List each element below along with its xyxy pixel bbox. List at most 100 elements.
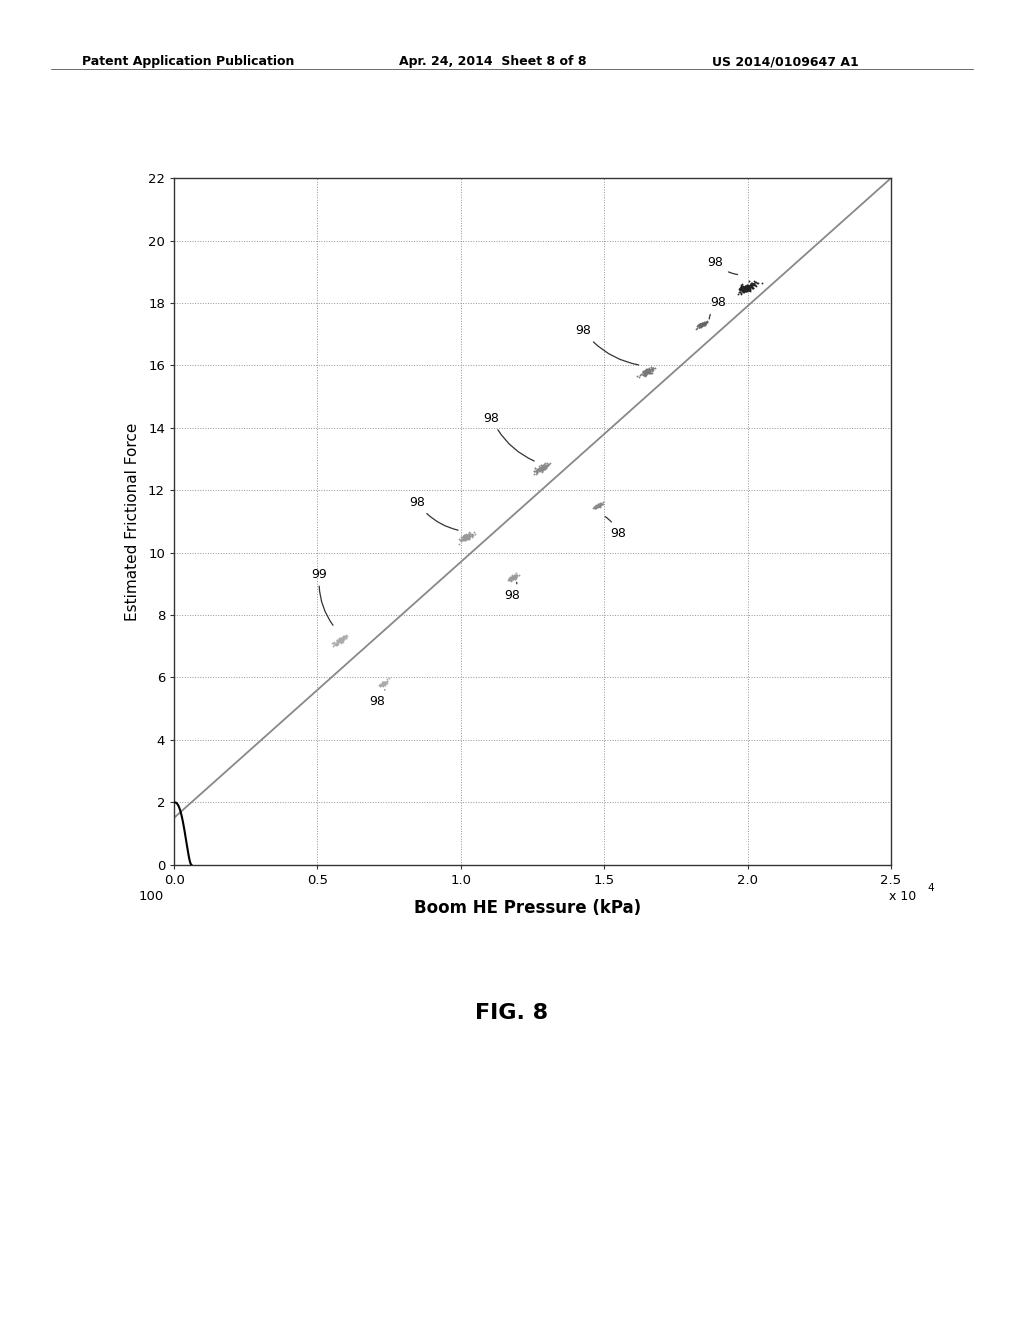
Point xyxy=(749,273,765,294)
Point xyxy=(743,273,760,294)
Text: 98: 98 xyxy=(575,325,639,364)
Point xyxy=(456,528,472,549)
Point xyxy=(695,315,712,337)
Point xyxy=(740,277,757,298)
Point xyxy=(534,462,550,483)
Point xyxy=(529,462,546,483)
Point xyxy=(641,363,657,384)
Point xyxy=(741,280,758,301)
Point xyxy=(638,362,654,383)
Point xyxy=(744,277,761,298)
Text: x 10: x 10 xyxy=(889,890,916,903)
Point xyxy=(457,527,473,548)
Point xyxy=(529,459,546,480)
Point xyxy=(636,364,652,385)
Point xyxy=(591,495,607,516)
Point xyxy=(742,276,759,297)
Point xyxy=(332,630,348,651)
Point xyxy=(503,569,519,590)
Point xyxy=(593,492,609,513)
Point xyxy=(505,568,521,589)
Point xyxy=(692,314,709,335)
Point xyxy=(731,279,748,300)
Point xyxy=(629,366,645,387)
Point xyxy=(738,277,755,298)
Point xyxy=(456,527,472,548)
Point xyxy=(532,458,549,479)
Text: 99: 99 xyxy=(311,568,333,626)
Point xyxy=(638,359,654,380)
Text: FIG. 8: FIG. 8 xyxy=(475,1003,549,1023)
Point xyxy=(731,281,748,302)
Point xyxy=(740,277,757,298)
Point xyxy=(738,277,755,298)
Point xyxy=(588,495,604,516)
Point xyxy=(738,276,755,297)
Point xyxy=(504,568,520,589)
Point xyxy=(528,459,545,480)
Point xyxy=(746,271,763,292)
Point xyxy=(460,527,476,548)
Point xyxy=(738,276,755,297)
Point xyxy=(456,525,472,546)
Point xyxy=(735,277,752,298)
Point xyxy=(461,524,477,545)
Point xyxy=(733,280,750,301)
Point xyxy=(374,675,390,696)
Point xyxy=(333,628,349,649)
Point xyxy=(338,627,354,648)
Point xyxy=(734,280,751,301)
Point xyxy=(456,527,472,548)
Point xyxy=(635,362,651,383)
Point xyxy=(741,275,758,296)
Point xyxy=(637,362,653,383)
Point xyxy=(329,632,345,653)
Point xyxy=(539,453,555,474)
Point xyxy=(530,459,547,480)
Point xyxy=(735,277,752,298)
Point xyxy=(641,358,657,379)
Point xyxy=(733,277,750,298)
Point xyxy=(461,521,477,543)
Point xyxy=(334,628,350,649)
Point xyxy=(739,279,756,300)
Point xyxy=(329,630,345,651)
Point xyxy=(501,569,517,590)
Point xyxy=(587,496,603,517)
Point xyxy=(457,529,473,550)
Point xyxy=(454,529,470,550)
Text: 98: 98 xyxy=(605,516,626,540)
Point xyxy=(538,454,554,475)
Point xyxy=(530,458,547,479)
Point xyxy=(735,277,752,298)
Point xyxy=(735,280,752,301)
Point xyxy=(456,525,472,546)
Point xyxy=(590,492,606,513)
Point xyxy=(325,636,341,657)
Point xyxy=(746,275,763,296)
Point xyxy=(593,494,609,515)
Point xyxy=(335,631,351,652)
Point xyxy=(751,273,767,294)
Point xyxy=(744,277,761,298)
Point xyxy=(741,276,758,297)
Point xyxy=(541,454,557,475)
Point xyxy=(743,276,760,297)
Point xyxy=(507,566,523,587)
Point xyxy=(637,366,653,387)
Point xyxy=(694,314,711,335)
Point xyxy=(733,277,750,298)
Point xyxy=(692,315,709,337)
Point xyxy=(338,627,354,648)
Point xyxy=(639,360,655,381)
Point xyxy=(460,528,476,549)
Point xyxy=(376,673,392,694)
Point xyxy=(645,356,662,378)
Point xyxy=(529,459,546,480)
Point xyxy=(738,277,755,298)
Point xyxy=(590,494,606,515)
Point xyxy=(732,281,749,302)
Point xyxy=(592,495,608,516)
Point xyxy=(331,630,347,651)
Point xyxy=(532,458,549,479)
